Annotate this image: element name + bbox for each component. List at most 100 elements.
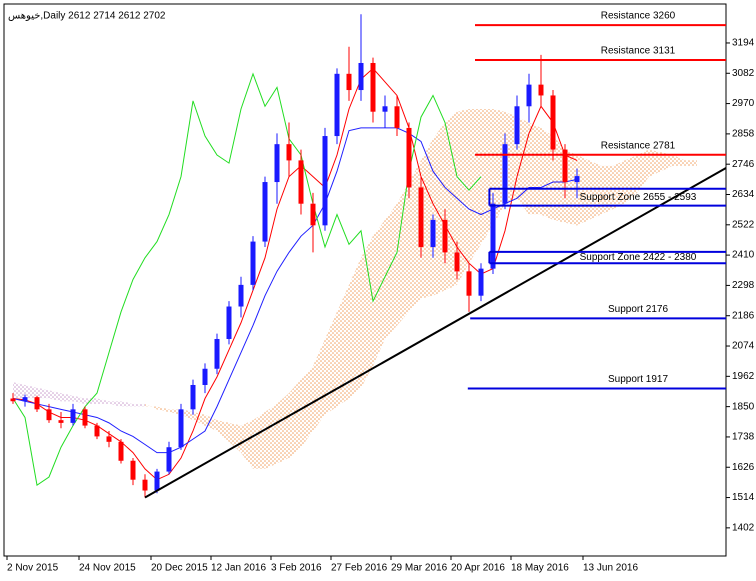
candle-body (70, 409, 76, 423)
candle-body (298, 160, 304, 204)
level-label: Support 2176 (608, 304, 668, 315)
candle-body (34, 397, 40, 410)
indicator-line (12, 127, 578, 454)
cloud-segment (493, 108, 505, 226)
cloud-segment (49, 390, 61, 402)
candle-body (22, 397, 28, 402)
x-tick-label: 29 Mar 2016 (391, 563, 448, 574)
cloud-segment (109, 401, 121, 407)
candle-body (214, 338, 220, 369)
level-label: Support Zone 2655 - 2593 (580, 192, 697, 203)
cloud-segment (613, 160, 625, 210)
candle-body (358, 62, 364, 91)
candle-body (238, 284, 244, 307)
cloud-segment (169, 409, 181, 415)
level-label: Resistance 3131 (601, 46, 676, 57)
cloud-segment (13, 382, 25, 399)
cloud-segment (157, 406, 169, 413)
candle-body (178, 409, 184, 448)
y-tick-label: 2186 (732, 310, 755, 321)
cloud-segment (97, 398, 109, 404)
candle-body (574, 176, 580, 183)
level-label: Resistance 2781 (601, 140, 676, 151)
x-tick-label: 2 Nov 2015 (7, 563, 59, 574)
y-tick-label: 1962 (732, 371, 755, 382)
candle-body (94, 425, 100, 437)
candle-body (58, 420, 64, 423)
candle-body (166, 447, 172, 472)
cloud-segment (313, 338, 325, 431)
y-tick-label: 1626 (732, 462, 755, 473)
cloud-segment (457, 108, 469, 285)
candle-body (106, 436, 112, 442)
candle-body (562, 149, 568, 183)
candle-body (370, 62, 376, 112)
level-label: Support 1917 (608, 374, 668, 385)
cloud-segment (193, 412, 205, 426)
x-tick-label: 20 Dec 2015 (151, 563, 208, 574)
candle-body (454, 252, 460, 272)
indicator-line (12, 72, 482, 486)
cloud-segment (145, 403, 157, 410)
cloud-segment (541, 127, 553, 220)
y-tick-label: 2074 (732, 341, 755, 352)
candle-body (382, 106, 388, 112)
cloud-segment (637, 149, 649, 193)
cloud-segment (325, 311, 337, 415)
candle-body (10, 398, 16, 402)
cloud-segment (433, 122, 445, 296)
candle-body (442, 219, 448, 253)
cloud-segment (217, 420, 229, 442)
y-tick-label: 2522 (732, 219, 755, 230)
level-label: Support Zone 2422 - 2380 (580, 252, 697, 263)
cloud-segment (661, 152, 673, 172)
cloud-segment (337, 284, 349, 407)
candle-body (154, 471, 160, 491)
cloud-segment (601, 165, 613, 215)
cloud-segment (25, 384, 37, 399)
x-tick-label: 20 Apr 2016 (451, 563, 505, 574)
candle-body (202, 368, 208, 385)
candle-body (466, 271, 472, 296)
candle-body (226, 306, 232, 339)
cloud-segment (469, 108, 481, 264)
y-tick-label: 2746 (732, 159, 755, 170)
y-tick-label: 2298 (732, 280, 755, 291)
level-label: Resistance 3260 (601, 11, 676, 22)
candle-body (502, 144, 508, 204)
cloud-segment (205, 414, 217, 431)
cloud-segment (445, 111, 457, 291)
cloud-segment (37, 387, 49, 399)
cloud-segment (133, 403, 145, 407)
cloud-segment (277, 393, 289, 464)
x-tick-label: 3 Feb 2016 (271, 563, 322, 574)
candle-body (514, 106, 520, 145)
chart-title: خيوهس,Daily 2612 2714 2612 2702 (8, 11, 166, 22)
candle-body (526, 84, 532, 107)
candle-body (250, 241, 256, 285)
cloud-segment (121, 401, 133, 407)
candle-body (118, 441, 124, 461)
y-tick-label: 3082 (732, 68, 755, 79)
x-tick-label: 24 Nov 2015 (79, 563, 136, 574)
y-tick-label: 2970 (732, 98, 755, 109)
cloud-segment (253, 412, 265, 469)
cloud-segment (685, 160, 697, 166)
candle-body (262, 182, 268, 242)
cloud-segment (553, 136, 565, 223)
cloud-segment (265, 403, 277, 469)
cloud-segment (397, 182, 409, 326)
candle-body (478, 268, 484, 296)
cloud-segment (505, 111, 517, 204)
candle-body (394, 106, 400, 128)
candle-body (406, 127, 412, 188)
cloud-segment (181, 409, 193, 421)
x-tick-label: 13 Jun 2016 (583, 563, 638, 574)
cloud-segment (385, 203, 397, 339)
cloud-segment (361, 236, 373, 388)
y-tick-label: 1738 (732, 432, 755, 443)
cloud-segment (589, 160, 601, 220)
candle-body (334, 73, 340, 137)
